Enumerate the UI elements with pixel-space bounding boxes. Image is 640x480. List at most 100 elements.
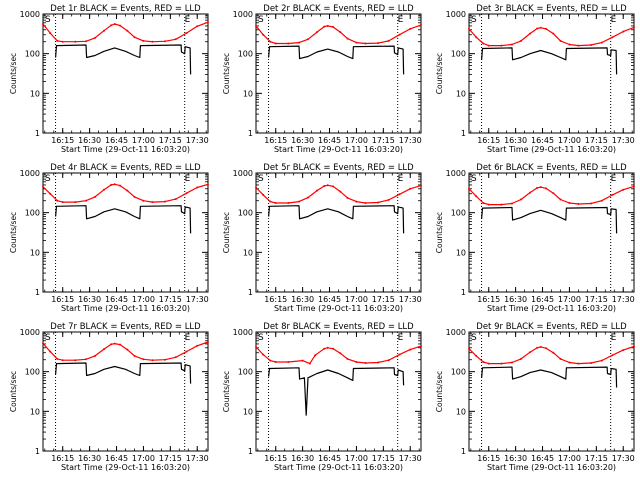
series-point [398,353,401,356]
series-point [274,42,277,45]
x-tick-label: 17:00 [558,295,581,304]
y-axis-label: Counts/sec [9,371,18,412]
series-point [398,193,401,196]
x-tick-label: 16:45 [531,136,554,145]
series-line [42,341,209,361]
x-tick-label: 16:30 [291,136,314,145]
series-point [364,42,367,45]
y-tick-label: 100 [238,50,253,59]
x-tick-label: 17:30 [399,295,422,304]
series-point [600,199,603,202]
series-point [56,357,59,360]
series-point [622,188,625,191]
series-point [529,32,531,35]
y-tick-label: 100 [451,209,466,218]
series-point [482,42,485,45]
series-point [287,202,290,204]
y-tick-label: 1000 [233,328,253,337]
series-point [529,351,531,354]
marker-label: E [611,333,617,343]
chart-title: Det 6r BLACK = Events, RED = LLD [476,163,627,173]
series-point [559,198,562,201]
chart-title: Det 7r BLACK = Events, RED = LLD [50,322,201,332]
series-point [103,29,105,32]
marker-label: E [185,174,191,184]
x-tick-label: 16:45 [318,136,341,145]
series-point [42,185,44,188]
y-tick-label: 1000 [446,10,466,19]
y-tick-label: 100 [451,50,466,59]
x-tick-label: 16:45 [105,454,128,463]
chart-panel: Det 5r BLACK = Events, RED = LLD 1 10 100 10… [222,163,422,313]
y-tick-label: 10 [243,248,253,257]
series-point [633,345,635,348]
series-line [255,345,422,365]
series-point [61,40,64,43]
series-point [119,24,122,27]
series-point [113,23,116,25]
series-point [487,203,490,206]
series-point [126,189,129,192]
series-point [61,359,64,362]
series-point [500,203,503,206]
series-line [42,21,209,43]
x-tick-label: 16:15 [264,136,287,145]
x-axis-label: Start Time (29-Oct-11 16:03:20) [487,304,616,313]
series-point [568,43,571,46]
series-point [559,39,562,42]
series-point [482,361,485,363]
series-point [307,196,309,199]
series-point [196,186,199,189]
series-point [500,362,503,365]
series-point [326,346,329,349]
series-point [56,39,59,42]
series-point [520,357,522,360]
series-point [151,201,154,204]
x-tick-label: 17:30 [399,454,422,463]
x-tick-label: 16:30 [504,454,527,463]
series-point [577,362,580,365]
series-line [55,44,192,75]
series-point [511,43,513,46]
series-point [262,193,265,196]
series-point [332,185,335,188]
x-tick-label: 16:30 [78,454,101,463]
plot-frame [255,13,422,134]
x-axis-label: Start Time (29-Oct-11 16:03:20) [61,463,190,472]
series-point [262,33,265,36]
x-tick-label: 16:30 [78,136,101,145]
series-point [355,361,358,363]
marker-label: S [471,333,477,343]
series-point [126,29,129,32]
series-point [482,202,485,204]
y-tick-label: 100 [451,368,466,377]
series-point [420,184,422,187]
x-tick-label: 17:30 [186,295,209,304]
chart-panel: Det 3r BLACK = Events, RED = LLD 1 10 100 10… [435,4,635,154]
series-point [61,201,64,204]
y-tick-label: 10 [243,407,253,416]
chart-panel: Det 6r BLACK = Events, RED = LLD 1 10 100 10… [435,163,635,313]
chart-title: Det 1r BLACK = Events, RED = LLD [50,4,201,14]
series-point [387,39,390,42]
series-point [633,185,635,188]
series-point [103,348,105,351]
series-point [174,38,177,41]
series-line [55,362,192,384]
series-point [113,342,116,345]
series-point [536,186,539,189]
series-line [55,205,192,234]
series-point [185,32,188,35]
x-tick-label: 17:00 [132,454,155,463]
series-point [520,198,522,201]
series-point [103,188,105,191]
series-point [611,354,614,357]
x-tick-label: 16:30 [504,136,527,145]
chart-title: Det 8r BLACK = Events, RED = LLD [263,322,414,332]
x-tick-label: 16:45 [531,295,554,304]
series-point [151,359,154,362]
series-point [185,192,188,195]
y-tick-label: 1000 [233,169,253,178]
series-point [142,199,145,202]
x-tick-label: 17:00 [345,454,368,463]
